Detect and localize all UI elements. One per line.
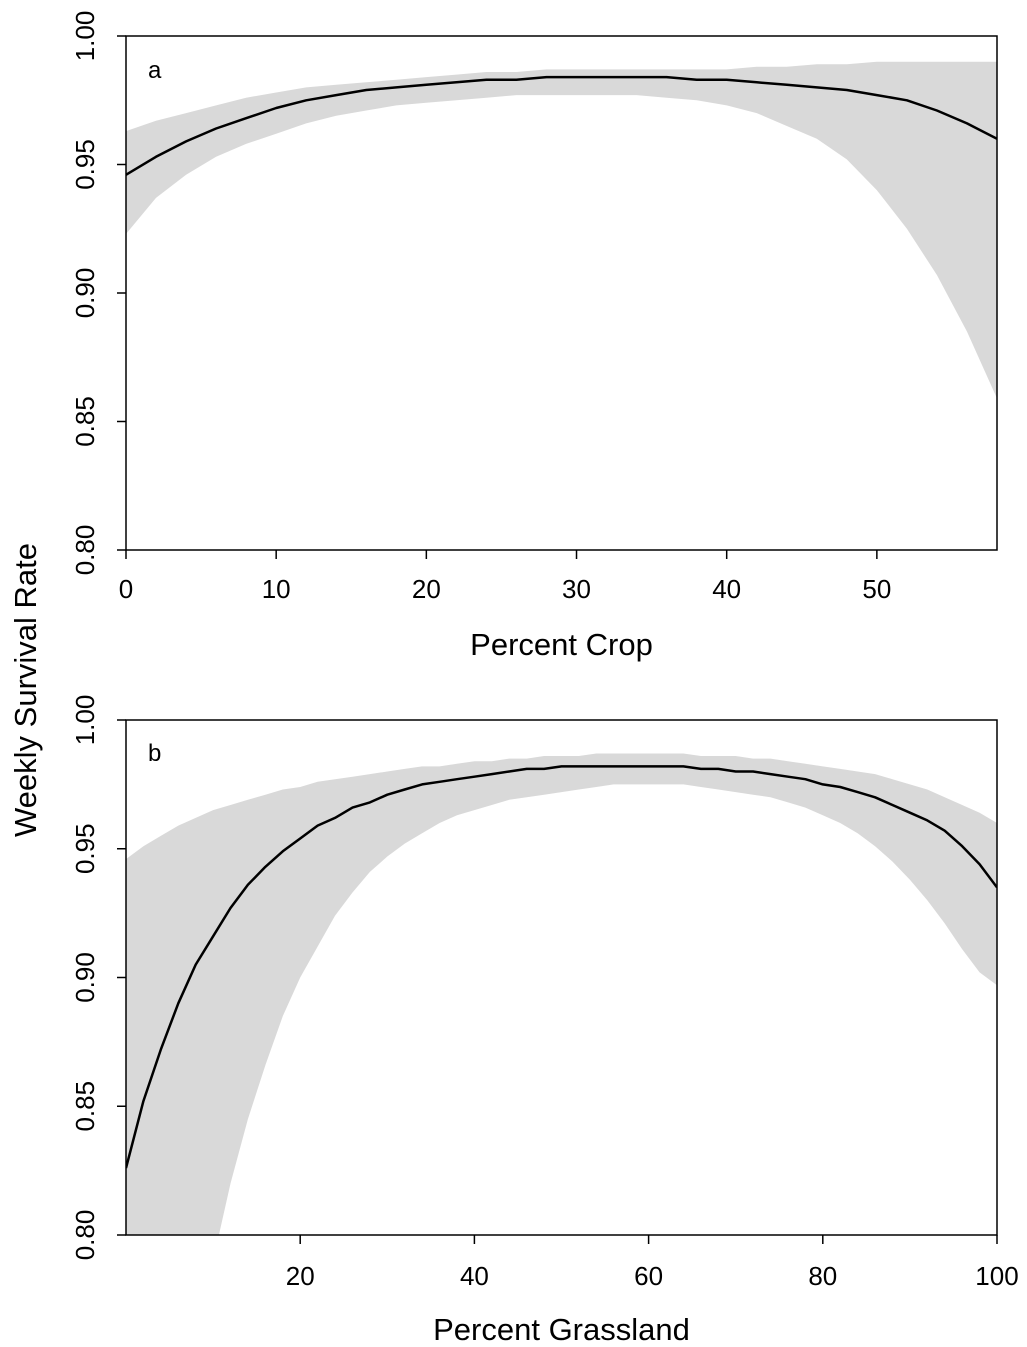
x-tick-label-a: 30: [562, 574, 591, 604]
x-tick-label-b: 40: [460, 1261, 489, 1291]
x-axis-title-a: Percent Crop: [470, 627, 653, 662]
x-tick-label-a: 40: [712, 574, 741, 604]
y-tick-label-a: 0.80: [70, 525, 100, 576]
x-tick-label-b: 20: [286, 1261, 315, 1291]
chart-panel-a: 0.80 0.85 0.90 0.95 1.00 0 10 20 30 40 50 Percent C…: [70, 11, 998, 662]
shared-y-axis-title: Weekly Survival Rate: [8, 543, 43, 837]
x-tick-label-a: 50: [862, 574, 891, 604]
y-tick-label-b: 0.80: [70, 1210, 100, 1261]
x-axis-title-b: Percent Grassland: [433, 1312, 690, 1347]
y-tick-label-a: 0.90: [70, 268, 100, 319]
chart-panel-b: 0.80 0.85 0.90 0.95 1.00 20 40 60 80 100 Percent G…: [70, 695, 1019, 1347]
y-tick-label-b: 0.90: [70, 952, 100, 1003]
panel-letter-a: a: [148, 57, 162, 84]
y-tick-label-a: 1.00: [70, 11, 100, 62]
y-tick-label-b: 1.00: [70, 695, 100, 746]
y-tick-label-a: 0.95: [70, 139, 100, 190]
x-tick-label-a: 10: [262, 574, 291, 604]
y-tick-label-b: 0.95: [70, 823, 100, 874]
estimate-line-b: [126, 765, 997, 1169]
y-tick-label-a: 0.85: [70, 396, 100, 447]
estimate-line-a: [126, 75, 997, 176]
x-tick-label-a: 20: [412, 574, 441, 604]
panel-letter-b: b: [148, 740, 161, 767]
x-tick-label-b: 100: [975, 1261, 1018, 1291]
confidence-band-b: [126, 753, 997, 1235]
x-tick-label-b: 80: [808, 1261, 837, 1291]
confidence-band-a: [126, 61, 997, 399]
x-tick-label-a: 0: [119, 574, 133, 604]
x-tick-label-b: 60: [634, 1261, 663, 1291]
y-tick-label-b: 0.85: [70, 1081, 100, 1132]
